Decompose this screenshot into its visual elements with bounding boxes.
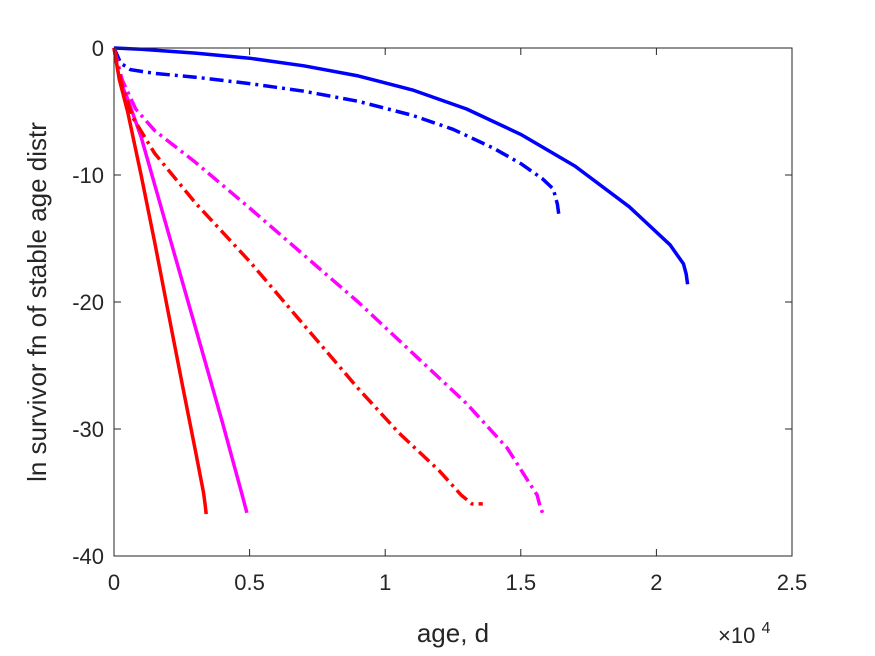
x-exponent-base: ×10 bbox=[718, 623, 755, 648]
x-axis-label: age, d bbox=[417, 618, 489, 648]
y-tick-label: -30 bbox=[72, 417, 104, 442]
series-line-4 bbox=[112, 47, 545, 514]
x-exponent-label: ×10 4 bbox=[718, 620, 770, 648]
y-tick-label: -40 bbox=[72, 544, 104, 569]
y-tick-label: 0 bbox=[92, 36, 104, 61]
y-axis-label: ln survivor fn of stable age distr bbox=[22, 122, 52, 482]
series-line-6 bbox=[112, 47, 483, 506]
plot-background bbox=[114, 48, 792, 556]
x-tick-label: 2 bbox=[650, 570, 662, 595]
ticks-layer: 0 0.5 1 1.5 2 2.5 -40 -30 -20 -10 0 bbox=[72, 36, 807, 595]
x-tick-label: 0.5 bbox=[234, 570, 265, 595]
x-tick-label: 1.5 bbox=[506, 570, 537, 595]
x-exponent-power: 4 bbox=[761, 620, 770, 637]
x-tick-label: 0 bbox=[108, 570, 120, 595]
y-tick-label: -10 bbox=[72, 163, 104, 188]
series-layer bbox=[112, 46, 690, 515]
series-line-2 bbox=[112, 47, 561, 215]
series-line-5 bbox=[112, 47, 208, 515]
y-tick-label: -20 bbox=[72, 290, 104, 315]
x-tick-label: 2.5 bbox=[777, 570, 808, 595]
series-line-1 bbox=[113, 46, 690, 285]
x-tick-label: 1 bbox=[379, 570, 391, 595]
